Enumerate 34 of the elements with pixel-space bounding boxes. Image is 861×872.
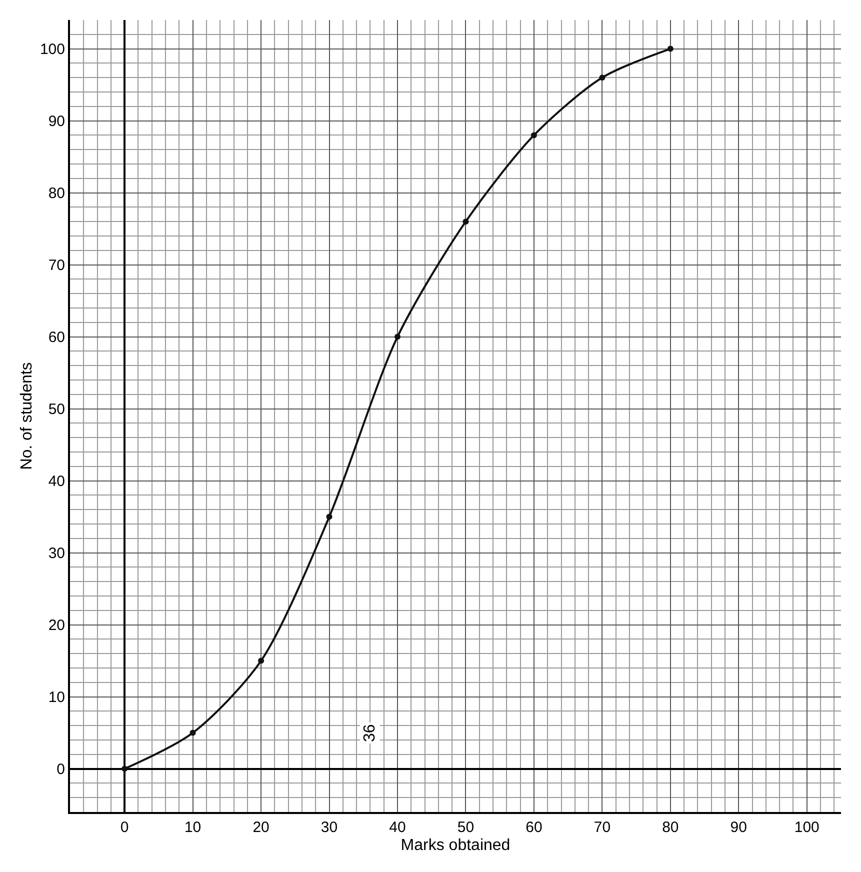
point — [258, 658, 264, 664]
x-tick-label: 30 — [320, 819, 338, 836]
y-tick-label: 40 — [48, 473, 65, 490]
x-axis-title: Marks obtained — [400, 837, 510, 854]
x-tick-label: 80 — [662, 819, 679, 836]
x-tick-label: 90 — [730, 819, 747, 836]
x-tick-label: 70 — [594, 819, 611, 836]
y-tick-label: 50 — [48, 401, 65, 418]
y-tick-label: 0 — [56, 761, 65, 778]
x-tick-label: 0 — [120, 819, 129, 836]
x-tick-label: 60 — [526, 819, 542, 836]
point — [394, 334, 400, 340]
x-tick-label: 40 — [389, 819, 406, 836]
y-tick-label: 90 — [48, 113, 65, 130]
point — [190, 730, 196, 736]
y-axis-title: No. of students — [18, 362, 36, 470]
y-tick-label: 80 — [48, 185, 65, 202]
point — [530, 132, 537, 138]
point — [667, 46, 674, 52]
point — [326, 514, 332, 520]
x-tick-label: 50 — [457, 819, 474, 836]
y-tick-label: 100 — [40, 41, 65, 58]
x-tick-label: 20 — [252, 819, 270, 836]
point — [462, 218, 469, 225]
point — [122, 766, 128, 772]
y-tick-label: 20 — [48, 617, 65, 634]
y-tick-label: 70 — [48, 257, 65, 274]
x-tick-label: 100 — [794, 819, 820, 836]
y-tick-label: 10 — [48, 689, 65, 706]
y-tick-label: 30 — [48, 545, 65, 562]
y-tick-label: 60 — [48, 329, 65, 346]
x-tick-label: 10 — [184, 819, 202, 836]
point — [599, 74, 606, 81]
annotation: 36 — [361, 724, 378, 742]
